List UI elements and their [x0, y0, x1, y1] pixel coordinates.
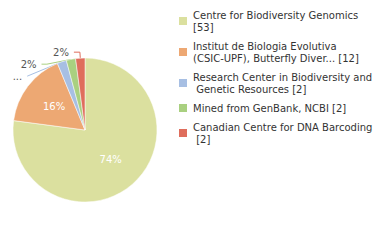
svg-text:[53]: [53]	[193, 22, 214, 33]
svg-text:Canadian Centre for DNA Barcod: Canadian Centre for DNA Barcoding	[193, 122, 372, 133]
svg-text:...: ...	[13, 71, 23, 82]
svg-text:Institut de Biologia Evolutiva: Institut de Biologia Evolutiva	[193, 41, 340, 52]
svg-text:Centre for Biodiversity Genomi: Centre for Biodiversity Genomics	[193, 10, 361, 21]
svg-text:2%: 2%	[53, 47, 69, 58]
svg-text:Research Center in Biodiversit: Research Center in Biodiversity and	[193, 72, 372, 83]
svg-text:74%: 74%	[100, 154, 122, 165]
svg-text:2%: 2%	[21, 59, 37, 70]
svg-text:16%: 16%	[43, 101, 65, 112]
svg-text:Genetic Resources [2]: Genetic Resources [2]	[193, 84, 306, 95]
svg-text:Mined from GenBank, NCBI [2]: Mined from GenBank, NCBI [2]	[193, 103, 346, 114]
svg-text:[2]: [2]	[193, 134, 210, 145]
svg-text:(CSIC-UPF), Butterfly Diver...: (CSIC-UPF), Butterfly Diver... [12]	[193, 53, 359, 64]
